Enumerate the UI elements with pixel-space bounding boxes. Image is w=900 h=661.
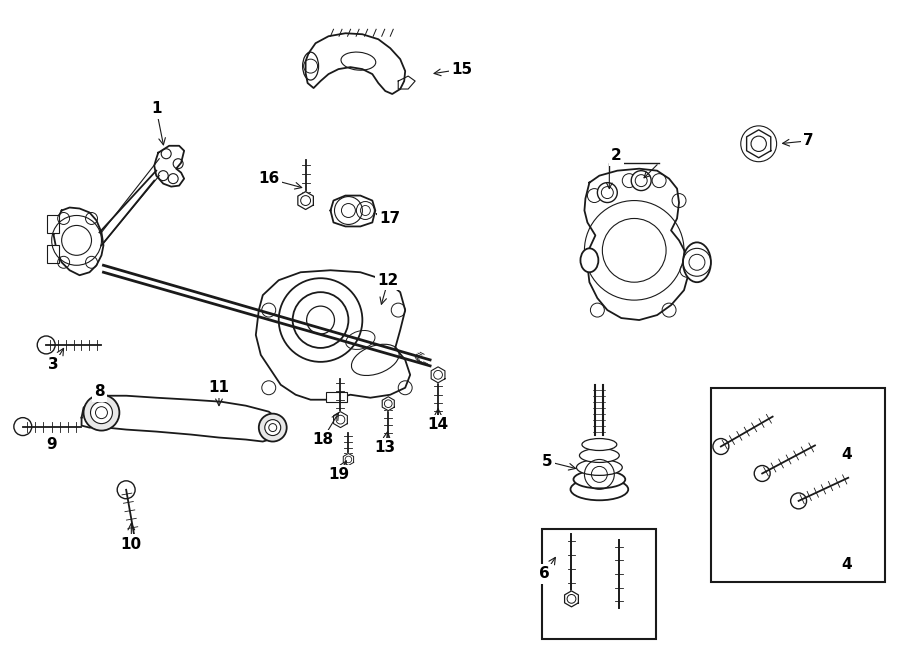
Ellipse shape: [683, 243, 711, 282]
Bar: [47, 245, 58, 263]
Polygon shape: [564, 591, 579, 607]
Polygon shape: [330, 196, 375, 227]
Text: 4: 4: [841, 447, 851, 462]
Circle shape: [91, 402, 112, 424]
Ellipse shape: [582, 438, 617, 451]
Text: 2: 2: [611, 148, 622, 163]
Polygon shape: [334, 412, 347, 428]
Text: 13: 13: [374, 440, 396, 455]
Ellipse shape: [577, 459, 622, 475]
Polygon shape: [298, 192, 313, 210]
Bar: [711, 388, 886, 582]
Text: 18: 18: [312, 432, 333, 447]
Text: 5: 5: [543, 454, 553, 469]
Polygon shape: [54, 208, 104, 275]
Text: 19: 19: [328, 467, 349, 482]
Ellipse shape: [573, 471, 625, 488]
Text: 11: 11: [209, 380, 230, 395]
Polygon shape: [398, 76, 415, 89]
Text: 7: 7: [803, 134, 814, 148]
Text: 1: 1: [151, 101, 161, 116]
Polygon shape: [82, 396, 281, 442]
Polygon shape: [584, 169, 689, 320]
Circle shape: [631, 171, 652, 190]
Text: 3: 3: [49, 358, 59, 372]
Circle shape: [259, 414, 287, 442]
Text: 15: 15: [452, 61, 472, 77]
Polygon shape: [382, 397, 394, 410]
Text: 6: 6: [539, 566, 550, 582]
Circle shape: [265, 420, 281, 436]
Polygon shape: [747, 130, 770, 158]
Text: 16: 16: [258, 171, 279, 186]
Polygon shape: [154, 146, 184, 186]
Text: 4: 4: [841, 557, 851, 572]
Ellipse shape: [571, 479, 628, 500]
Text: 8: 8: [94, 384, 104, 399]
Circle shape: [598, 182, 617, 202]
Polygon shape: [256, 270, 410, 400]
Text: 17: 17: [380, 211, 400, 226]
Polygon shape: [306, 33, 405, 94]
Text: 12: 12: [378, 273, 399, 288]
Bar: [47, 215, 58, 233]
Bar: [542, 529, 656, 639]
Ellipse shape: [580, 249, 598, 272]
Text: 10: 10: [121, 537, 142, 551]
Circle shape: [84, 395, 120, 430]
Polygon shape: [431, 367, 445, 383]
Text: 14: 14: [428, 417, 448, 432]
Bar: [326, 392, 347, 402]
Text: 9: 9: [47, 437, 57, 452]
Ellipse shape: [580, 449, 619, 463]
Polygon shape: [343, 453, 354, 465]
